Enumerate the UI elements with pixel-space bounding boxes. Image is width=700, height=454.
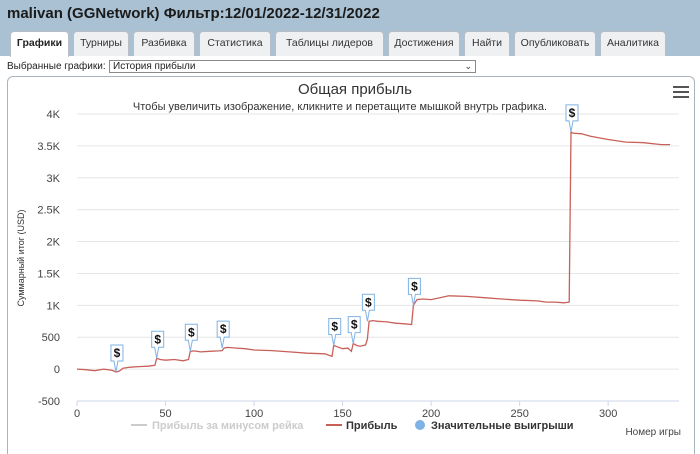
x-tick-label: 100 — [245, 408, 263, 420]
y-tick-label: 1.5K — [37, 268, 60, 280]
legend-label-net-profit: Прибыль за минусом рейка — [152, 420, 304, 432]
tab-find[interactable]: Найти — [464, 31, 510, 56]
x-axis-label: Номер игры — [625, 427, 681, 438]
legend-label-significant-wins: Значительные выигрыши — [431, 420, 574, 432]
x-tick-label: 0 — [74, 408, 80, 420]
significant-win-label: $ — [188, 325, 195, 339]
menu-icon[interactable] — [673, 86, 689, 100]
y-tick-label: -500 — [38, 396, 60, 408]
y-tick-label: 500 — [42, 332, 60, 344]
significant-win-flag — [216, 320, 230, 349]
x-tick-label: 150 — [333, 408, 351, 420]
significant-win-label: $ — [331, 320, 338, 334]
significant-win-label: $ — [569, 106, 576, 120]
chart-selector-value: История прибыли — [113, 61, 196, 72]
chevron-down-icon: ⌄ — [464, 61, 472, 71]
significant-win-flag — [328, 318, 342, 346]
y-tick-label: 4K — [47, 109, 61, 121]
tab-statistics[interactable]: Статистика — [199, 31, 271, 56]
chart-panel[interactable] — [7, 76, 695, 454]
tab-analytics[interactable]: Аналитика — [600, 31, 666, 56]
y-tick-label: 2K — [47, 237, 61, 249]
significant-win-label: $ — [351, 318, 358, 332]
title-bar: malivan (GGNetwork) Фильтр:12/01/2022-12… — [0, 0, 700, 57]
tab-publish[interactable]: Опубликовать — [514, 31, 596, 56]
significant-win-label: $ — [220, 322, 227, 336]
significant-win-flag — [184, 323, 198, 352]
significant-win-flag — [110, 344, 124, 373]
significant-win-flag — [361, 293, 375, 322]
tab-tournaments[interactable]: Турниры — [73, 31, 129, 56]
y-tick-label: 1K — [47, 300, 61, 312]
app-title: malivan (GGNetwork) Фильтр:12/01/2022-12… — [7, 5, 380, 22]
significant-win-flag — [407, 277, 421, 306]
significant-win-flag — [347, 316, 361, 344]
legend-label-profit: Прибыль — [346, 420, 398, 432]
chart-subtitle: Чтобы увеличить изображение, кликните и … — [133, 101, 547, 113]
significant-win-label: $ — [154, 332, 161, 346]
y-tick-label: 0 — [54, 364, 60, 376]
profit-line — [76, 130, 671, 373]
chart-selector-label: Выбранные графики: — [7, 61, 106, 72]
significant-win-flag — [151, 330, 165, 359]
y-tick-label: 2.5K — [37, 205, 60, 217]
tab-achievements[interactable]: Достижения — [388, 31, 460, 56]
legend-marker-significant-wins — [415, 420, 425, 430]
chart-title: Общая прибыль — [298, 81, 412, 98]
significant-win-label: $ — [411, 279, 418, 293]
tab-breakdown[interactable]: Разбивка — [133, 31, 195, 56]
x-tick-label: 300 — [599, 408, 617, 420]
significant-win-flag — [565, 104, 579, 132]
y-tick-label: 3.5K — [37, 141, 60, 153]
x-tick-label: 200 — [422, 408, 440, 420]
significant-win-label: $ — [365, 295, 372, 309]
y-tick-label: 3K — [47, 173, 61, 185]
significant-win-label: $ — [114, 346, 121, 360]
tab-leaderboards[interactable]: Таблицы лидеров — [275, 31, 384, 56]
tab-charts[interactable]: Графики — [10, 31, 69, 57]
chart-selector-dropdown[interactable]: История прибыли ⌄ — [109, 60, 476, 73]
y-axis-label: Суммарный итог (USD) — [16, 209, 26, 306]
x-tick-label: 50 — [159, 408, 171, 420]
x-tick-label: 250 — [510, 408, 528, 420]
